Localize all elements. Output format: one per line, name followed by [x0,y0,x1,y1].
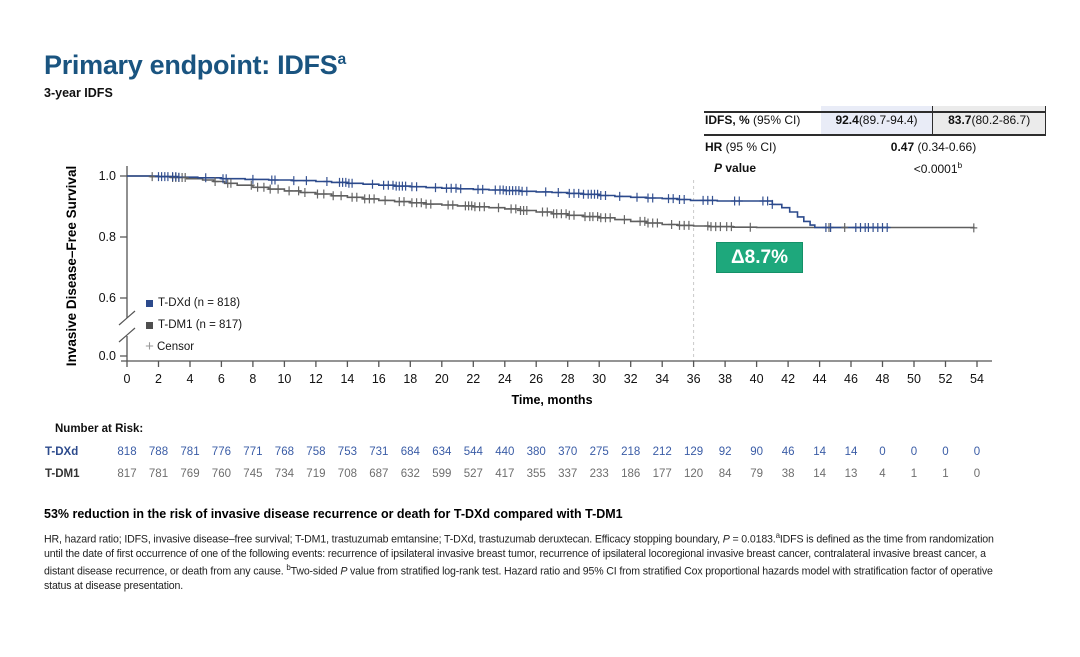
risk-count: 719 [306,468,326,480]
risk-count: 599 [432,468,452,480]
page-title: Primary endpoint: IDFSa [44,50,346,80]
risk-count: 13 [844,468,858,480]
risk-count: 634 [432,446,452,458]
legend-square-icon [146,321,153,329]
stats-table-top-border [704,111,1046,113]
stats-idfs-tdm1-value: 83.7 (80.2-86.7) [933,106,1046,134]
risk-count: 0 [879,446,886,458]
risk-count: 769 [180,468,200,480]
legend-item-0: T-DXd (n = 818) [146,292,242,314]
risk-count: 781 [180,446,200,458]
risk-count: 1 [910,468,918,480]
risk-count: 731 [369,446,389,458]
risk-count: 440 [495,446,515,458]
risk-count: 4 [879,468,886,480]
risk-count: 275 [589,446,609,458]
risk-count: 14 [813,468,826,480]
legend-square-icon [146,299,153,307]
risk-count: 0 [942,446,949,458]
delta-badge: Δ8.7% [716,242,803,273]
risk-count: 0 [973,446,981,458]
risk-count: 79 [750,468,763,480]
risk-count: 46 [781,446,795,458]
stats-idfs-label: IDFS, % (95% CI) [705,113,801,127]
risk-count: 370 [558,446,578,458]
risk-count: 90 [750,446,763,458]
chart-legend: T-DXd (n = 818) T-DM1 (n = 817) + Censor [145,292,242,358]
stats-pvalue-value: <0.0001b [913,159,963,176]
risk-count: 92 [718,446,732,458]
risk-count: 818 [117,446,137,458]
risk-count: 687 [369,468,389,480]
legend-plus-icon: + [145,338,154,355]
page-subtitle: 3-year IDFS [44,86,113,100]
risk-count: 0 [910,446,918,458]
risk-count: 684 [400,446,420,458]
risk-count: 817 [117,468,137,480]
risk-count: 177 [652,468,672,480]
stats-row-hr: HR (95 % CI) 0.47 (0.34-0.66) [704,136,1046,157]
risk-count: 771 [243,446,263,458]
risk-count: 781 [148,468,169,480]
risk-count: 753 [337,446,357,458]
stats-hr-value: 0.47 (0.34-0.66) [890,139,977,154]
risk-count: 768 [274,446,294,458]
risk-count: 233 [589,468,609,480]
risk-count: 417 [495,468,515,480]
risk-count: 218 [621,446,641,458]
risk-count: 212 [652,446,672,458]
risk-count: 544 [463,446,483,458]
legend-item-2: + Censor [145,336,242,358]
conclusion-headline: 53% reduction in the risk of invasive di… [44,507,623,521]
risk-count: 760 [211,468,231,480]
risk-count: 337 [558,468,578,480]
risk-count: 38 [781,468,795,480]
risk-count: 632 [400,468,420,480]
risk-count: 186 [621,468,641,480]
risk-count: 776 [211,446,231,458]
risk-count: 745 [243,468,263,480]
risk-row-label: T-DM1 [45,468,80,480]
legend-label: T-DXd (n = 818) [158,297,241,309]
stats-table: IDFS, % (95% CI) 92.4 (89.7-94.4) 83.7 (… [704,106,1046,178]
stats-row-idfs: IDFS, % (95% CI) 92.4 (89.7-94.4) 83.7 (… [704,106,1046,136]
risk-count: 355 [526,468,546,480]
risk-count: 14 [844,446,858,458]
risk-count: 788 [148,446,169,458]
risk-count: 14 [813,446,826,458]
risk-count: 120 [684,468,704,480]
stats-hr-label: HR (95 % CI) [705,139,777,154]
footnotes: HR, hazard ratio; IDFS, invasive disease… [44,531,994,593]
risk-count: 1 [942,468,949,480]
risk-count: 84 [718,468,732,480]
risk-count: 380 [526,446,546,458]
risk-count: 758 [306,446,326,458]
risk-count: 734 [274,468,294,480]
risk-count: 0 [973,468,981,480]
risk-count: 527 [463,468,483,480]
risk-count: 129 [684,446,704,458]
stats-row-pvalue: P value <0.0001b [704,157,1046,178]
legend-label: T-DM1 (n = 817) [158,319,243,331]
risk-count: 708 [337,468,357,480]
stats-idfs-tdxd-value: 92.4 (89.7-94.4) [820,106,934,134]
legend-label: Censor [157,341,195,353]
risk-table-heading: Number at Risk: [55,423,144,435]
legend-item-1: T-DM1 (n = 817) [146,314,242,336]
risk-row-label: T-DXd [45,446,79,458]
stats-pvalue-label: P value [714,160,757,175]
